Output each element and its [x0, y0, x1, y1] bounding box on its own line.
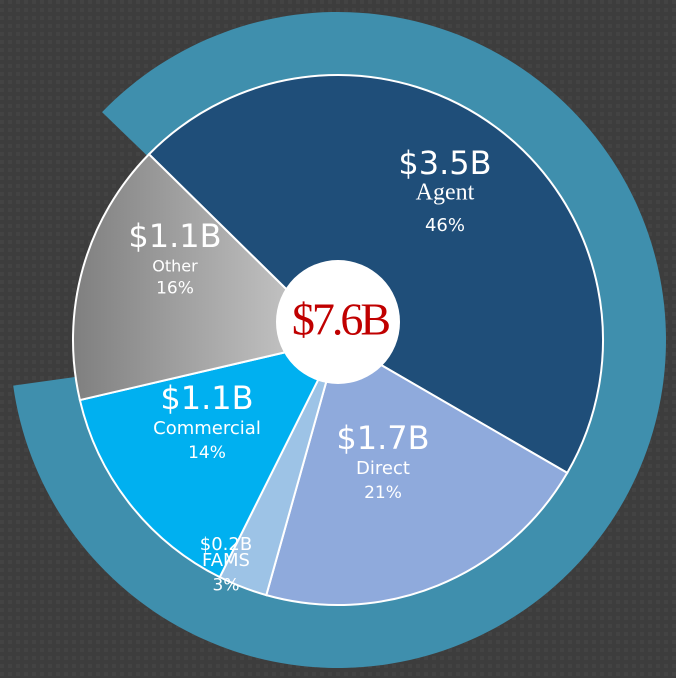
percent-label: 3%	[213, 576, 240, 596]
amount-label: $1.7B	[336, 419, 429, 457]
pie-slice	[72, 152, 340, 402]
category-label: Commercial	[153, 418, 261, 439]
percent-label: 14%	[188, 443, 226, 463]
amount-label: $0.2B	[200, 534, 252, 555]
center-label: $7.6B	[292, 294, 390, 345]
category-label: Other	[152, 256, 198, 275]
pie-slice	[78, 338, 340, 579]
pie-slice	[265, 338, 569, 606]
category-label: Agent	[416, 179, 475, 205]
percent-label: 21%	[364, 483, 402, 503]
percent-label: 16%	[156, 278, 194, 298]
category-label: FAMS	[202, 550, 250, 571]
category-label: Direct	[356, 458, 410, 479]
percent-label: 46%	[425, 215, 465, 236]
center-hole	[276, 260, 400, 384]
amount-label: $1.1B	[160, 379, 253, 417]
amount-label: $3.5B	[398, 144, 491, 182]
amount-label: $1.1B	[128, 217, 221, 255]
